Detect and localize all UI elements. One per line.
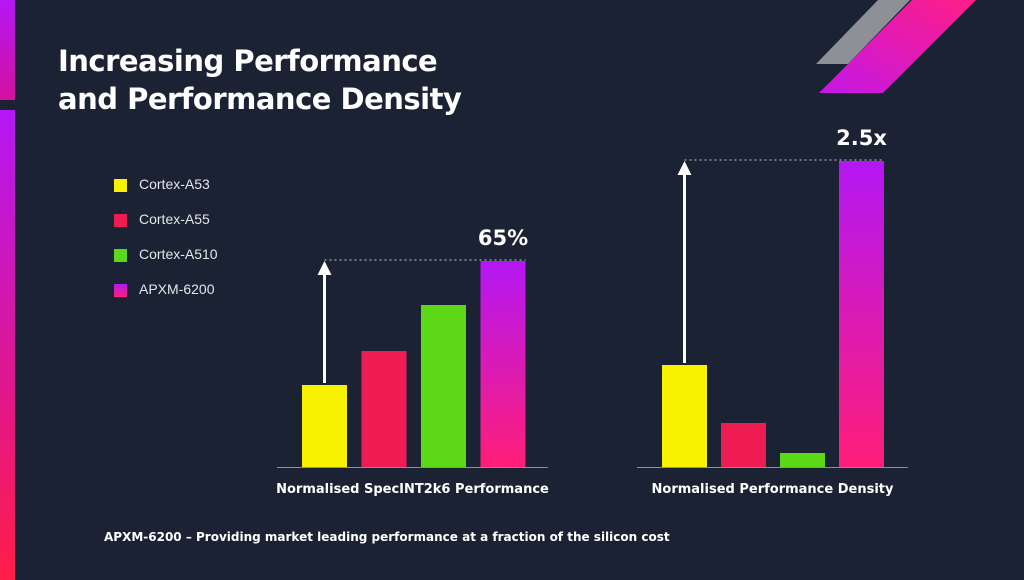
left-accent-top xyxy=(0,0,15,100)
legend-label: Cortex-A55 xyxy=(139,211,210,227)
chart-2-bar-cortex-a510 xyxy=(780,453,825,467)
corner-stripe-gradient xyxy=(819,0,976,93)
chart-2-bar-cortex-a53 xyxy=(662,365,707,467)
slide-title: Increasing Performance and Performance D… xyxy=(58,42,578,118)
chart-2-annotation: 2.5x xyxy=(836,126,887,150)
chart-1-annotation: 65% xyxy=(478,226,528,250)
legend-label: Cortex-A53 xyxy=(139,176,210,192)
chart-1-bar-apxm-6200 xyxy=(480,261,526,467)
chart-2-title: Normalised Performance Density xyxy=(652,482,894,497)
legend-label: Cortex-A510 xyxy=(139,246,218,262)
chart-1-bar-cortex-a55 xyxy=(361,351,407,467)
title-line-1: Increasing Performance xyxy=(58,44,438,78)
corner-stripe-gray xyxy=(816,0,910,64)
legend-label: APXM-6200 xyxy=(139,281,215,297)
left-accent-bottom xyxy=(0,110,15,580)
chart-1-title: Normalised SpecINT2k6 Performance xyxy=(276,482,549,497)
legend-swatch xyxy=(114,179,127,192)
chart-2-bar-cortex-a55 xyxy=(721,423,766,467)
chart-2-arrow-head xyxy=(677,161,692,175)
chart-1-arrow-head xyxy=(317,261,332,275)
chart-1-bar-cortex-a510 xyxy=(421,305,466,467)
legend-swatch xyxy=(114,284,127,297)
legend-swatch xyxy=(114,214,127,227)
slide-footer: APXM-6200 – Providing market leading per… xyxy=(104,530,670,544)
chart-1-bar-cortex-a53 xyxy=(302,385,347,467)
title-line-2: and Performance Density xyxy=(58,82,462,116)
chart-2-bar-apxm-6200 xyxy=(839,161,884,467)
legend-swatch xyxy=(114,249,127,262)
charts-layer: 65% Normalised SpecINT2k6 Performance 2.5x… xyxy=(276,126,908,497)
